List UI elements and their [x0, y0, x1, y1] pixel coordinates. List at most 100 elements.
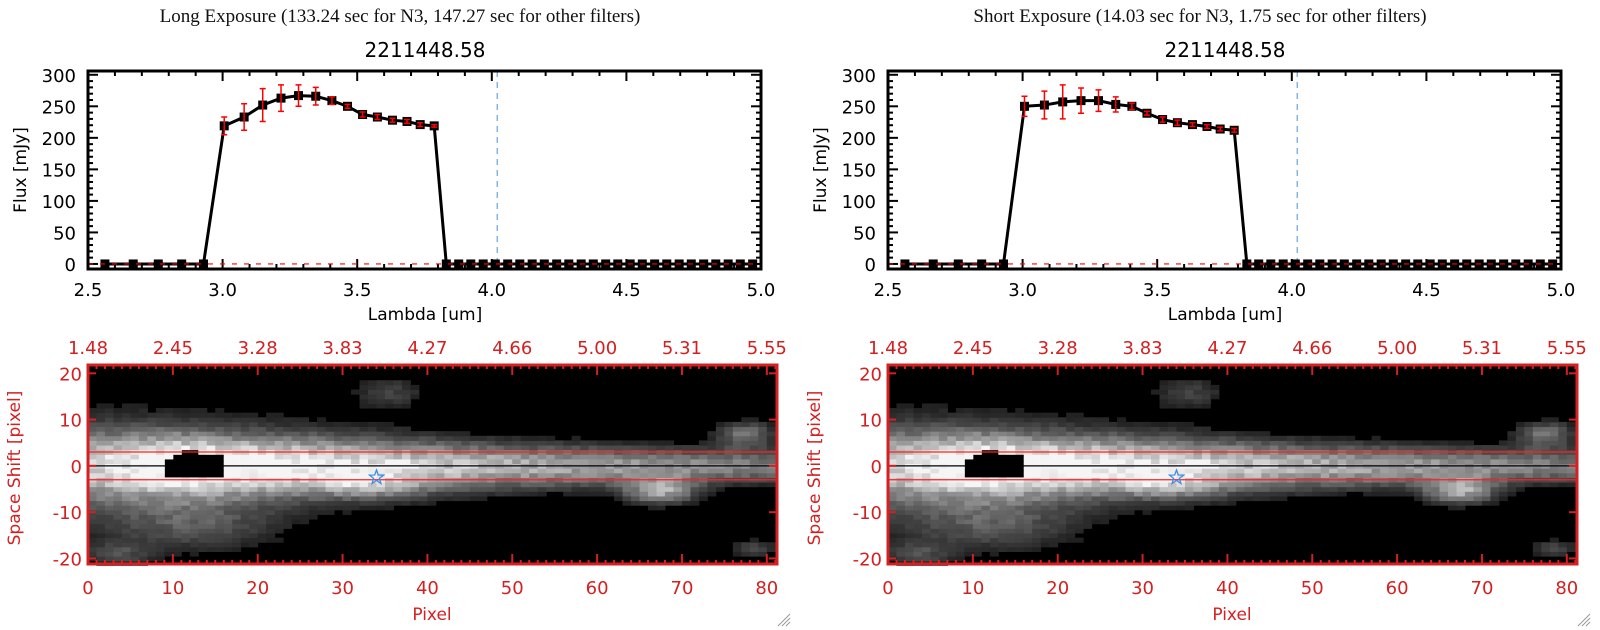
image-cell — [758, 546, 768, 552]
image-cell — [1134, 454, 1144, 460]
image-cell — [554, 445, 564, 451]
data-point — [1290, 259, 1300, 269]
x-tick-label: 20 — [246, 578, 269, 599]
image-cell — [1023, 421, 1033, 428]
image-cell — [930, 440, 940, 446]
image-cell — [512, 472, 522, 478]
image-cell — [1507, 458, 1517, 465]
image-cell — [138, 556, 148, 562]
image-cell — [325, 440, 335, 446]
image-cell — [1201, 389, 1211, 395]
image-cell — [1558, 440, 1568, 446]
image-cell — [955, 408, 965, 414]
image-cell — [87, 468, 97, 474]
image-cell — [257, 426, 267, 432]
image-cell — [1414, 458, 1424, 465]
image-cell — [1074, 482, 1084, 488]
image-cell — [673, 482, 683, 488]
image-cell — [989, 491, 999, 497]
image-cell — [317, 472, 327, 478]
image-cell — [904, 435, 914, 441]
image-cell — [478, 482, 488, 488]
image-cell — [1337, 482, 1347, 488]
image-cell — [913, 546, 923, 552]
image-cell — [113, 440, 123, 446]
resize-grip-icon[interactable] — [1577, 613, 1591, 627]
image-cell — [96, 440, 106, 446]
image-cell — [300, 417, 310, 423]
image-cell — [1235, 445, 1245, 451]
image-cell — [1057, 509, 1067, 515]
image-cell — [1422, 500, 1432, 506]
image-cell — [947, 551, 957, 557]
image-cell — [537, 486, 547, 492]
image-cell — [1023, 532, 1033, 539]
image-cell — [537, 454, 547, 460]
image-cell — [367, 468, 377, 474]
image-cell — [1456, 454, 1466, 460]
image-cell — [384, 505, 394, 511]
image-cell — [198, 431, 208, 437]
image-cell — [291, 472, 301, 478]
image-cell — [1184, 472, 1194, 478]
image-cell — [308, 458, 318, 465]
resize-grip-icon[interactable] — [777, 613, 791, 627]
image-cell — [317, 445, 327, 451]
image-cell — [1040, 458, 1050, 465]
data-point — [928, 259, 938, 269]
error-bar — [1059, 84, 1066, 120]
image-cell — [887, 431, 897, 437]
image-cell — [1091, 505, 1101, 511]
image-cell — [138, 542, 148, 548]
image-cell — [1201, 491, 1211, 497]
data-point — [177, 259, 187, 269]
image-cell — [964, 440, 974, 446]
image-cell — [749, 537, 759, 543]
image-cell — [155, 431, 165, 437]
image-cell — [981, 431, 991, 437]
image-cell — [232, 519, 242, 525]
image-cell — [656, 445, 666, 451]
y-tick-label: -20 — [853, 549, 882, 570]
image-cell — [766, 435, 776, 441]
image-cell — [418, 445, 428, 451]
image-cell — [384, 458, 394, 465]
image-cell — [1201, 495, 1211, 502]
image-cell — [972, 546, 982, 552]
top-x-tick-label: 4.66 — [1292, 338, 1332, 359]
image-cell — [887, 551, 897, 557]
image-cell — [1303, 472, 1313, 478]
image-cell — [469, 435, 479, 441]
image-cell — [240, 454, 250, 460]
image-cell — [384, 491, 394, 497]
image-cell — [1117, 431, 1127, 437]
image-cell — [113, 468, 123, 474]
image-cell — [1074, 509, 1084, 515]
image-cell — [1515, 482, 1525, 488]
image-cell — [1142, 421, 1152, 428]
image-cell — [164, 532, 174, 539]
image-cell — [376, 491, 386, 497]
image-cell — [155, 458, 165, 465]
image-cell — [249, 532, 259, 539]
image-cell — [1431, 445, 1441, 451]
image-cell — [1286, 486, 1296, 492]
image-cell — [690, 472, 700, 478]
image-cell — [1151, 500, 1161, 506]
image-cell — [1049, 495, 1059, 502]
image-cell — [1032, 505, 1042, 511]
image-cell — [921, 472, 931, 478]
image-cell — [904, 500, 914, 506]
image-cell — [189, 445, 199, 451]
image-cell — [223, 458, 233, 465]
image-cell — [478, 486, 488, 492]
image-cell — [1414, 491, 1424, 497]
image-cell — [1490, 486, 1500, 492]
image-cell — [656, 495, 666, 502]
image-cell — [622, 491, 632, 497]
image-cell — [1541, 472, 1551, 478]
image-cell — [998, 482, 1008, 488]
image-cell — [232, 486, 242, 492]
image-cell — [1405, 454, 1415, 460]
image-cell — [452, 431, 462, 437]
